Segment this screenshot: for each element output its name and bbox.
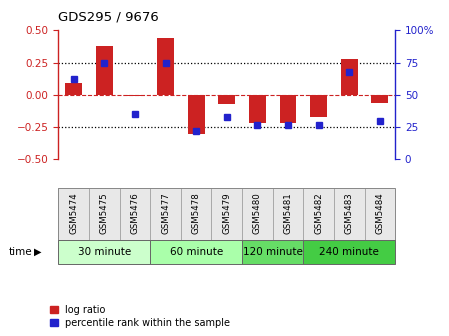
Text: 120 minute: 120 minute (243, 247, 303, 257)
Text: time: time (9, 247, 33, 257)
Text: GSM5476: GSM5476 (130, 192, 139, 234)
Bar (249, 95, 266, 123)
Bar (365, 188, 395, 240)
Bar (127, 95, 143, 96)
Bar (58, 240, 150, 264)
Text: GSM5484: GSM5484 (375, 192, 384, 234)
Bar (218, 95, 235, 104)
Bar (273, 188, 303, 240)
Text: GSM5477: GSM5477 (161, 192, 170, 234)
Text: GSM5475: GSM5475 (100, 192, 109, 234)
Bar (119, 188, 150, 240)
Bar (89, 188, 119, 240)
Text: GSM5483: GSM5483 (345, 192, 354, 234)
Bar (65, 83, 82, 95)
Bar (188, 95, 205, 134)
Bar (58, 188, 89, 240)
Text: ▶: ▶ (35, 247, 42, 257)
Text: GSM5479: GSM5479 (222, 192, 231, 234)
Bar (303, 188, 334, 240)
Bar (280, 95, 296, 123)
Bar (371, 95, 388, 102)
Bar (310, 95, 327, 117)
Text: GDS295 / 9676: GDS295 / 9676 (58, 10, 159, 24)
Text: 30 minute: 30 minute (78, 247, 131, 257)
Bar (334, 188, 365, 240)
Text: GSM5480: GSM5480 (253, 192, 262, 234)
Text: 60 minute: 60 minute (170, 247, 223, 257)
Bar (341, 59, 357, 95)
Text: GSM5474: GSM5474 (69, 192, 78, 234)
Bar (242, 188, 273, 240)
Text: 240 minute: 240 minute (319, 247, 379, 257)
Text: GSM5478: GSM5478 (192, 192, 201, 234)
Bar (211, 188, 242, 240)
Bar (242, 240, 303, 264)
Legend: log ratio, percentile rank within the sample: log ratio, percentile rank within the sa… (50, 305, 230, 328)
Bar (303, 240, 395, 264)
Text: GSM5481: GSM5481 (283, 192, 292, 234)
Bar (150, 240, 242, 264)
Bar (157, 38, 174, 95)
Bar (96, 46, 113, 95)
Bar (181, 188, 211, 240)
Text: GSM5482: GSM5482 (314, 192, 323, 234)
Bar (150, 188, 181, 240)
